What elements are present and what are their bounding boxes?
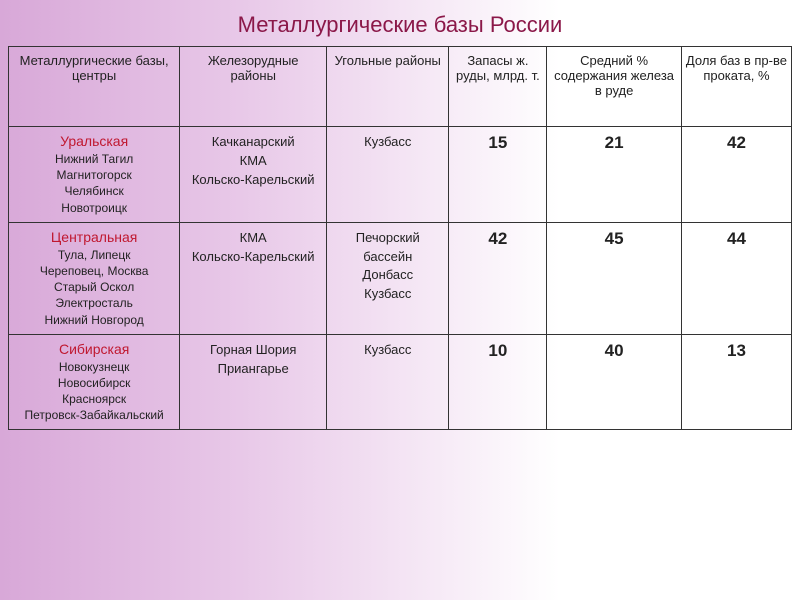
cell-base: Уральская Нижний ТагилМагнитогорскЧеляби… [9,127,180,223]
table-row: Уральская Нижний ТагилМагнитогорскЧеляби… [9,127,792,223]
page-title: Металлургические базы России [0,0,800,46]
table-row: Центральная Тула, ЛипецкЧереповец, Москв… [9,222,792,334]
cell-reserves: 42 [449,222,547,334]
base-name: Уральская [13,133,175,149]
city-list: Тула, ЛипецкЧереповец, МоскваСтарый Оско… [13,247,175,328]
metallurgy-table: Металлургические базы, центры Железорудн… [8,46,792,430]
cell-reserves: 15 [449,127,547,223]
header-share: Доля баз в пр-ве проката, % [681,47,791,127]
cell-iron-regions: КачканарскийКМАКольско-Карельский [180,127,327,223]
cell-coal-regions: Печорский бассейнДонбассКузбасс [327,222,449,334]
cell-iron-regions: Горная ШорияПриангарье [180,334,327,430]
table-header-row: Металлургические базы, центры Железорудн… [9,47,792,127]
cell-reserves: 10 [449,334,547,430]
city-list: Нижний ТагилМагнитогорскЧелябинскНовотро… [13,151,175,216]
cell-coal-regions: Кузбасс [327,127,449,223]
cell-share: 13 [681,334,791,430]
city-list: НовокузнецкНовосибирскКрасноярскПетровск… [13,359,175,424]
cell-iron-regions: КМАКольско-Карельский [180,222,327,334]
header-iron-regions: Железорудные районы [180,47,327,127]
cell-share: 44 [681,222,791,334]
header-iron-pct: Средний % содержания железа в руде [547,47,682,127]
cell-iron-pct: 40 [547,334,682,430]
base-name: Центральная [13,229,175,245]
header-reserves: Запасы ж. руды, млрд. т. [449,47,547,127]
cell-base: Сибирская НовокузнецкНовосибирскКраснояр… [9,334,180,430]
cell-iron-pct: 45 [547,222,682,334]
cell-share: 42 [681,127,791,223]
cell-coal-regions: Кузбасс [327,334,449,430]
base-name: Сибирская [13,341,175,357]
header-bases: Металлургические базы, центры [9,47,180,127]
cell-iron-pct: 21 [547,127,682,223]
cell-base: Центральная Тула, ЛипецкЧереповец, Москв… [9,222,180,334]
header-coal-regions: Угольные районы [327,47,449,127]
table-row: Сибирская НовокузнецкНовосибирскКраснояр… [9,334,792,430]
